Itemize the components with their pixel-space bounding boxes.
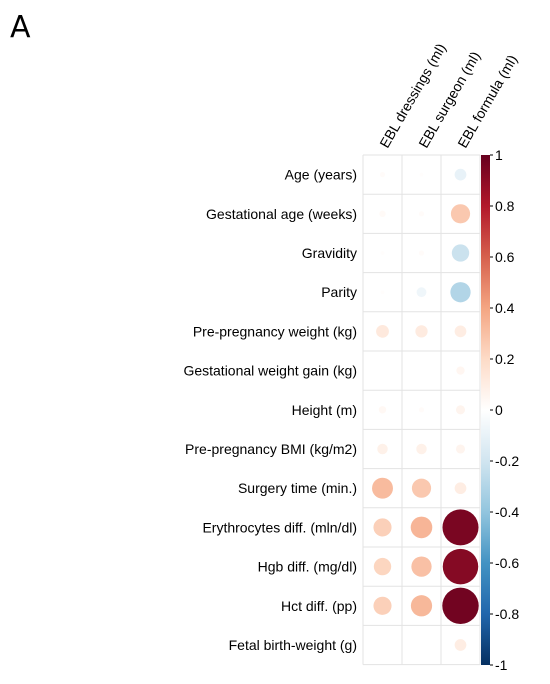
correlation-circle-pre-pregnancy-weight-kg-ebl-formula-ml (454, 325, 467, 338)
correlation-circle-hgb-diff-mg-dl-ebl-surgeon-ml (411, 556, 432, 577)
row-label-height-m: Height (m) (292, 402, 357, 418)
correlation-circle-surgery-time-min-ebl-dressings-ml (372, 477, 393, 499)
correlation-circle-gestational-age-weeks-ebl-dressings-ml (379, 210, 386, 217)
colorbar-tick-label: 0.8 (495, 198, 515, 214)
correlation-circle-hct-diff-pp-ebl-surgeon-ml (410, 595, 433, 617)
correlation-circle-pre-pregnancy-weight-kg-ebl-dressings-ml (376, 324, 389, 338)
colorbar-tick-label: -0.6 (495, 555, 519, 571)
correlation-circle-age-years-ebl-formula-ml (454, 168, 467, 181)
correlation-circle-gestational-age-weeks-ebl-surgeon-ml (418, 211, 425, 217)
correlation-circle-fetal-birth-weight-g-ebl-formula-ml (454, 639, 467, 651)
row-labels: Age (years) Gestational age (weeks) Gravid… (183, 167, 357, 653)
correlation-circle-gravidity-ebl-formula-ml (451, 244, 470, 262)
colorbar-tick-label: -0.2 (495, 453, 519, 469)
correlation-circle-pre-pregnancy-bmi-kg-m2-ebl-dressings-ml (377, 443, 388, 455)
correlation-circle-pre-pregnancy-weight-kg-ebl-surgeon-ml (415, 325, 428, 338)
panel-label: A (10, 10, 31, 45)
correlation-circle-erythrocytes-diff-mln-dl-ebl-formula-ml (442, 509, 479, 546)
row-label-hct-diff-pp: Hct diff. (pp) (281, 598, 357, 614)
colorbar-tick-label: 0.2 (495, 351, 515, 367)
correlation-circle-pre-pregnancy-bmi-kg-m2-ebl-surgeon-ml (416, 443, 427, 455)
correlation-circle-parity-ebl-surgeon-ml (416, 287, 427, 298)
correlation-circle-surgery-time-min-ebl-formula-ml (454, 482, 467, 495)
correlation-circle-height-m-ebl-formula-ml (455, 405, 466, 415)
correlation-circle-hgb-diff-mg-dl-ebl-dressings-ml (373, 557, 392, 576)
row-label-age-years: Age (years) (285, 167, 357, 183)
correlation-circle-gestational-weight-gain-kg-ebl-formula-ml (456, 366, 465, 375)
row-label-gestational-weight-gain-kg: Gestational weight gain (kg) (183, 363, 357, 379)
correlation-circle-surgery-time-min-ebl-surgeon-ml (411, 478, 432, 498)
row-label-pre-pregnancy-weight-kg: Pre-pregnancy weight (kg) (193, 323, 357, 339)
correlation-circle-height-m-ebl-dressings-ml (378, 406, 387, 414)
colorbar-tick-label: 0.6 (495, 249, 515, 265)
colorbar-tick-label: 0 (495, 402, 503, 418)
row-label-hgb-diff-mg-dl: Hgb diff. (mg/dl) (258, 559, 357, 575)
correlation-circle-height-m-ebl-surgeon-ml (418, 407, 425, 413)
row-label-pre-pregnancy-bmi-kg-m2: Pre-pregnancy BMI (kg/m2) (185, 441, 357, 457)
row-label-parity: Parity (321, 284, 357, 300)
correlation-circle-parity-ebl-dressings-ml (380, 290, 385, 295)
correlation-circle-hct-diff-pp-ebl-formula-ml (442, 587, 479, 625)
colorbar-tick-label: 1 (495, 147, 503, 163)
correlation-circle-hct-diff-pp-ebl-dressings-ml (373, 596, 392, 615)
row-label-surgery-time-min: Surgery time (min.) (238, 480, 357, 496)
correlation-circle-age-years-ebl-surgeon-ml (419, 172, 424, 177)
correlation-circle-gravidity-ebl-dressings-ml (380, 251, 385, 255)
colorbar-tick-label: -1 (495, 657, 508, 673)
correlation-circle-parity-ebl-formula-ml (450, 282, 471, 303)
colorbar-tick-label: 0.4 (495, 300, 515, 316)
row-label-gestational-age-weeks: Gestational age (weeks) (206, 206, 357, 222)
colorbar-gradient (481, 155, 490, 665)
correlation-circle-erythrocytes-diff-mln-dl-ebl-dressings-ml (373, 518, 392, 537)
colorbar: 1 0.8 0.6 0.4 0.2 0 -0.2 -0.4 -0.6 -0.8 -1 (481, 147, 519, 673)
correlation-circles (372, 168, 479, 651)
colorbar-tick-label: -0.8 (495, 606, 519, 622)
correlation-circle-erythrocytes-diff-mln-dl-ebl-surgeon-ml (410, 516, 433, 539)
colorbar-tick-label: -0.4 (495, 504, 519, 520)
column-labels: EBL dressings (ml)EBL surgeon (ml)EBL fo… (376, 41, 520, 151)
row-label-fetal-birth-weight-g: Fetal birth-weight (g) (229, 637, 357, 653)
correlation-circle-gravidity-ebl-surgeon-ml (418, 250, 425, 256)
correlation-circle-gestational-age-weeks-ebl-formula-ml (450, 204, 471, 224)
row-label-erythrocytes-diff-mln-dl: Erythrocytes diff. (mln/dl) (202, 519, 357, 535)
correlation-circle-hgb-diff-mg-dl-ebl-formula-ml (442, 548, 479, 585)
row-label-gravidity: Gravidity (302, 245, 357, 261)
correlation-circle-pre-pregnancy-bmi-kg-m2-ebl-formula-ml (455, 444, 466, 454)
grid (362, 154, 481, 666)
correlation-circle-age-years-ebl-dressings-ml (379, 171, 386, 178)
